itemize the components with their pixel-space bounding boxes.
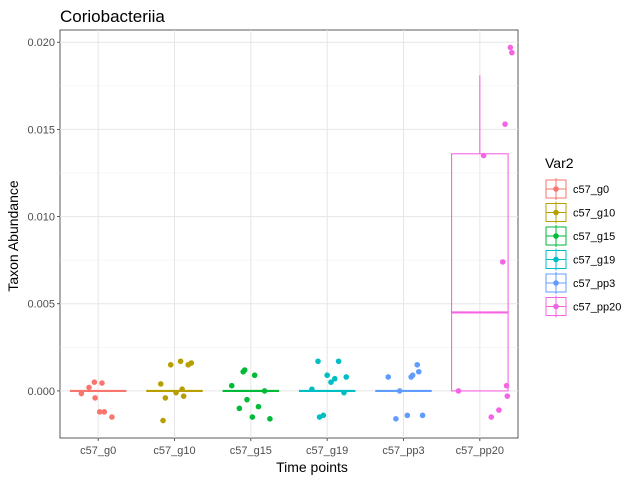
data-point-c57_g15 xyxy=(236,405,243,412)
data-point-c57_g10 xyxy=(179,386,185,392)
data-point-c57_g0 xyxy=(109,414,115,420)
data-point-c57_g0 xyxy=(91,379,98,386)
data-point-c57_g19 xyxy=(315,358,321,365)
data-point-c57_g0 xyxy=(92,395,98,401)
data-point-c57_g15 xyxy=(267,416,273,422)
data-point-c57_g15 xyxy=(249,414,256,420)
legend-label: c57_g0 xyxy=(573,184,609,196)
y-tick-label: 0.010 xyxy=(27,212,55,224)
data-point-c57_g0 xyxy=(86,384,92,391)
data-point-c57_g19 xyxy=(332,375,338,382)
y-tick-label: 0.020 xyxy=(27,37,55,49)
x-tick-label: c57_pp20 xyxy=(456,445,504,457)
data-point-c57_g0 xyxy=(101,409,108,415)
legend-item-c57_g0: c57_g0 xyxy=(545,178,609,200)
legend-item-c57_pp3: c57_pp3 xyxy=(545,272,615,294)
x-axis: c57_g0 c57_g10 c57_g15 c57_g19 c57_pp3 c57_pp… xyxy=(80,438,504,457)
data-point-c57_g15 xyxy=(244,396,250,403)
data-point-c57_pp3 xyxy=(409,372,416,379)
y-axis: 0.000 0.005 0.010 0.015 0.020 xyxy=(27,37,60,398)
legend-label: c57_pp3 xyxy=(573,278,615,290)
legend: Var2 c57_g0 c57_g10 c57_g15 c57_g19 c57_pp3c… xyxy=(545,155,621,318)
data-point-c57_pp20 xyxy=(499,259,506,265)
chart-title: Coriobacteriia xyxy=(60,7,165,26)
box-iqr xyxy=(451,153,509,392)
data-point-c57_g10 xyxy=(173,389,179,396)
legend-item-c57_g10: c57_g10 xyxy=(545,201,615,224)
legend-key-point xyxy=(553,186,559,192)
y-tick-label: 0.000 xyxy=(27,386,55,398)
data-point-c57_pp20 xyxy=(509,49,515,56)
data-point-c57_pp3 xyxy=(396,388,403,394)
y-tick-label: 0.005 xyxy=(27,299,55,311)
data-point-c57_g19 xyxy=(343,374,350,380)
data-point-c57_pp20 xyxy=(504,393,511,399)
data-point-c57_g19 xyxy=(341,389,347,396)
data-point-c57_g19 xyxy=(335,358,342,365)
data-point-c57_g15 xyxy=(255,403,262,410)
data-point-c57_pp3 xyxy=(415,368,422,375)
data-point-c57_pp3 xyxy=(404,412,411,419)
data-point-c57_g0 xyxy=(78,390,85,397)
data-point-c57_g15 xyxy=(228,382,235,389)
legend-label: c57_g10 xyxy=(573,208,615,220)
data-point-c57_g10 xyxy=(157,381,164,387)
data-point-c57_g10 xyxy=(167,361,174,368)
legend-key-point xyxy=(553,280,559,286)
data-point-c57_g15 xyxy=(251,372,258,379)
data-point-c57_g10 xyxy=(177,358,184,365)
x-tick-label: c57_g15 xyxy=(230,445,272,457)
x-axis-title: Time points xyxy=(276,459,348,475)
data-point-c57_g0 xyxy=(96,409,103,415)
data-point-c57_g19 xyxy=(309,386,315,392)
x-tick-label: c57_g10 xyxy=(153,445,195,457)
legend-key-point xyxy=(553,209,559,216)
data-point-c57_g19 xyxy=(328,379,334,386)
data-point-c57_pp3 xyxy=(385,374,392,380)
y-axis-title: Taxon Abundance xyxy=(5,180,21,292)
legend-label: c57_g15 xyxy=(573,231,615,243)
data-point-c57_pp20 xyxy=(502,121,508,127)
y-tick-label: 0.015 xyxy=(27,124,55,136)
data-point-c57_g19 xyxy=(320,412,327,419)
plot-panel xyxy=(59,29,519,439)
legend-key-point xyxy=(553,233,559,239)
legend-key-point xyxy=(553,256,559,263)
data-point-c57_pp20 xyxy=(503,382,510,389)
data-point-c57_g19 xyxy=(324,372,330,379)
data-point-c57_g10 xyxy=(162,395,169,401)
x-tick-label: c57_g0 xyxy=(80,445,116,457)
data-point-c57_g10 xyxy=(160,417,166,424)
data-point-c57_pp3 xyxy=(393,416,399,422)
data-point-c57_pp3 xyxy=(414,361,421,368)
data-point-c57_g15 xyxy=(241,367,248,373)
legend-key-point xyxy=(553,303,559,310)
data-point-c57_pp20 xyxy=(488,414,495,420)
data-point-c57_pp3 xyxy=(419,412,426,419)
legend-label: c57_g19 xyxy=(573,255,615,267)
x-tick-label: c57_g19 xyxy=(306,445,348,457)
data-point-c57_g10 xyxy=(180,393,187,399)
point-layer xyxy=(78,44,515,424)
data-point-c57_pp20 xyxy=(496,407,502,413)
data-point-c57_g15 xyxy=(261,388,268,394)
data-point-c57_g10 xyxy=(188,360,195,366)
legend-item-c57_pp20: c57_pp20 xyxy=(545,295,621,318)
x-tick-label: c57_pp3 xyxy=(382,445,424,457)
legend-item-c57_g15: c57_g15 xyxy=(545,225,615,247)
data-point-c57_g0 xyxy=(99,380,105,386)
legend-title: Var2 xyxy=(545,155,574,171)
legend-label: c57_pp20 xyxy=(573,302,621,314)
legend-item-c57_g19: c57_g19 xyxy=(545,248,615,271)
data-point-c57_pp20 xyxy=(480,152,487,159)
grid-lines xyxy=(60,30,518,438)
box-c57_pp20 xyxy=(451,75,509,392)
data-point-c57_pp20 xyxy=(507,44,514,51)
data-point-c57_pp20 xyxy=(455,388,462,394)
